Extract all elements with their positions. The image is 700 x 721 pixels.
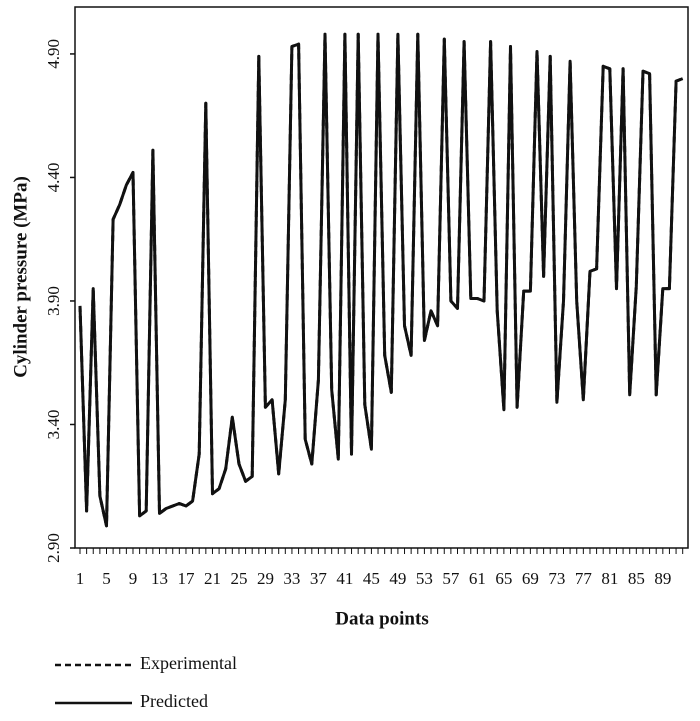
x-tick-label: 61 xyxy=(469,569,486,588)
x-tick-label: 69 xyxy=(522,569,539,588)
x-tick-label: 89 xyxy=(654,569,671,588)
x-tick-label: 25 xyxy=(230,569,247,588)
x-tick-label: 77 xyxy=(575,569,593,588)
x-tick-label: 53 xyxy=(416,569,433,588)
x-tick-label: 17 xyxy=(177,569,195,588)
plot-frame xyxy=(74,6,689,549)
x-tick-label: 21 xyxy=(204,569,221,588)
y-tick-label: 3.90 xyxy=(44,286,63,316)
legend-label: Experimental xyxy=(140,653,237,673)
x-tick-label: 1 xyxy=(76,569,85,588)
data-line xyxy=(78,32,684,528)
x-tick-label: 13 xyxy=(151,569,168,588)
x-tick-label: 45 xyxy=(363,569,380,588)
y-tick-label: 4.40 xyxy=(44,163,63,193)
x-tick-label: 73 xyxy=(548,569,565,588)
y-tick-label: 2.90 xyxy=(44,533,63,563)
x-tick-label: 33 xyxy=(283,569,300,588)
x-tick-label: 85 xyxy=(628,569,645,588)
x-tick-label: 81 xyxy=(601,569,618,588)
y-tick-label: 4.90 xyxy=(44,39,63,69)
legend-label: Predicted xyxy=(140,691,208,711)
x-tick-label: 57 xyxy=(442,569,460,588)
y-tick-label: 3.40 xyxy=(44,410,63,440)
x-tick-label: 29 xyxy=(257,569,274,588)
data-line xyxy=(78,32,684,528)
x-tick-label: 49 xyxy=(389,569,406,588)
y-axis-title: Cylinder pressure (MPa) xyxy=(10,176,31,378)
x-tick-label: 65 xyxy=(495,569,512,588)
x-tick-label: 41 xyxy=(336,569,353,588)
x-tick-label: 9 xyxy=(129,569,138,588)
x-tick-label: 37 xyxy=(310,569,328,588)
x-tick-label: 5 xyxy=(102,569,111,588)
x-axis-title: Data points xyxy=(335,608,428,629)
